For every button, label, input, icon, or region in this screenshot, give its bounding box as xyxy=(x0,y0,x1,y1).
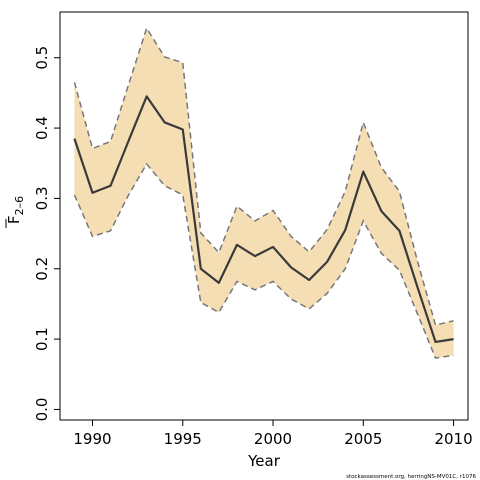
source-footnote: stockassessment.org, herringNS-MV01C, r1… xyxy=(346,474,476,480)
series-layer xyxy=(73,26,454,359)
y-tick-label: 0.3 xyxy=(33,186,51,210)
confidence-band xyxy=(74,28,454,359)
x-axis-title: Year xyxy=(247,452,281,470)
plot-frame xyxy=(59,11,469,421)
y-tick-label: 0.5 xyxy=(33,46,51,70)
upper-bound-line xyxy=(73,26,454,326)
x-axis: 1990 1995 2000 2005 2010 xyxy=(73,420,473,448)
x-tick-label: 1990 xyxy=(73,430,111,448)
y-axis: 0.0 0.1 0.2 0.3 0.4 0.5 xyxy=(33,46,60,422)
y-tick-label: 0.1 xyxy=(33,327,51,351)
x-tick-label: 2010 xyxy=(434,430,472,448)
svg-text:F2–6: F2–6 xyxy=(5,196,26,224)
y-axis-title: F2–6 xyxy=(5,196,26,228)
x-tick-label: 2005 xyxy=(344,430,382,448)
lower-bound-line xyxy=(73,162,454,359)
y-axis-title-sub: 2–6 xyxy=(13,196,26,216)
y-tick-label: 0.2 xyxy=(33,257,51,281)
confidence-band-layer xyxy=(74,28,454,359)
x-tick-label: 2000 xyxy=(254,430,292,448)
estimate-line xyxy=(73,95,454,344)
y-tick-label: 0.0 xyxy=(33,398,51,422)
x-tick-label: 1995 xyxy=(164,430,202,448)
y-axis-title-main: F xyxy=(5,215,23,224)
y-tick-label: 0.4 xyxy=(33,116,51,140)
